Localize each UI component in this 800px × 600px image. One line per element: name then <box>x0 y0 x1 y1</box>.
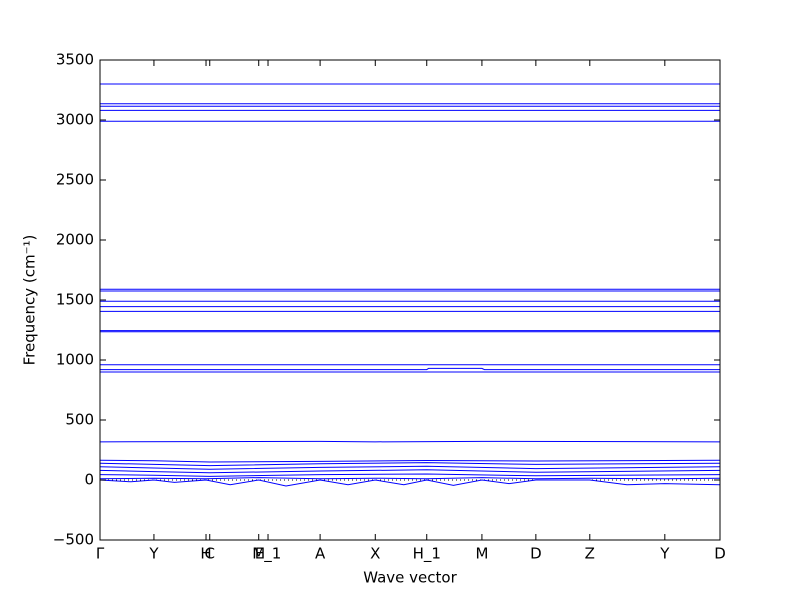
x-tick-label: E_1 <box>255 545 282 564</box>
band-line <box>99 469 721 474</box>
x-tick-label: M <box>475 545 488 563</box>
x-tick-label: D <box>714 545 726 563</box>
x-tick-label: Z <box>585 545 595 563</box>
y-tick-label: 2500 <box>56 171 94 189</box>
y-tick-label: 1000 <box>56 351 94 369</box>
x-tick-label: X <box>370 545 380 563</box>
band-line <box>100 367 720 371</box>
band-line <box>99 465 721 470</box>
x-axis-label: Wave vector <box>363 569 457 587</box>
x-tick-label: Y <box>148 545 159 563</box>
x-tick-label: A <box>315 545 326 563</box>
y-tick-label: 0 <box>84 471 94 489</box>
y-tick-label: 500 <box>65 411 94 429</box>
band-line <box>99 459 721 463</box>
x-tick-label: H <box>200 545 211 563</box>
band-line <box>99 473 721 477</box>
band-line <box>99 462 721 467</box>
x-tick-label: Γ <box>96 545 105 563</box>
band-line <box>99 479 721 487</box>
y-tick-label: 3500 <box>56 51 94 69</box>
x-tick-label: C <box>204 545 214 563</box>
band-line <box>99 477 721 480</box>
y-tick-label: 3000 <box>56 111 94 129</box>
x-tick-label: Y <box>659 545 670 563</box>
y-tick-label: 1500 <box>56 291 94 309</box>
x-tick-label: D <box>530 545 542 563</box>
x-tick-label: H_1 <box>413 545 441 564</box>
plot-frame <box>99 59 721 541</box>
y-axis-label: Frequency (cm⁻¹) <box>21 235 39 366</box>
y-tick-label: −500 <box>53 531 94 549</box>
y-tick-label: 2000 <box>56 231 94 249</box>
x-tick-label: M <box>252 545 265 563</box>
